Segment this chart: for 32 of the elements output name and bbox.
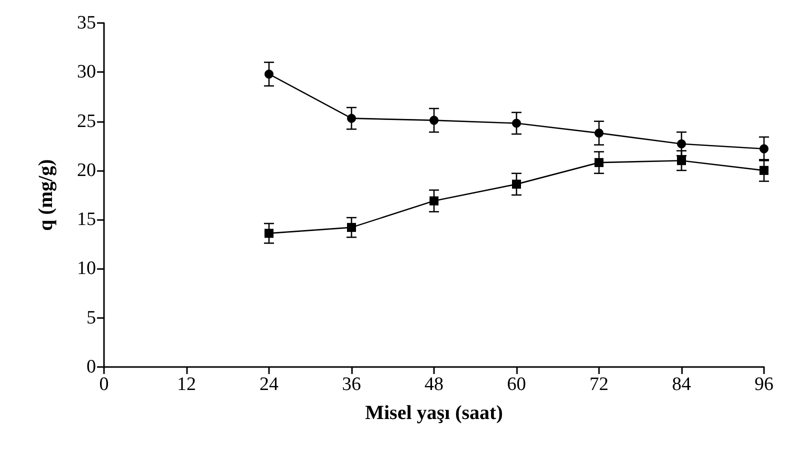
point [512,118,521,128]
point [264,70,274,79]
point [677,139,686,148]
point [347,222,356,232]
y-axis-title: q (mg/g) [35,159,57,231]
point [594,128,604,138]
point [347,114,356,123]
point [430,116,438,125]
y-tick-label: 10 [77,258,96,280]
point [594,158,604,168]
point [512,180,521,189]
point [760,166,768,175]
y-tick-label: 5 [86,307,96,328]
y-tick-label: 25 [77,110,96,132]
x-tick-label: 48 [424,374,444,395]
x-tick-label: 12 [177,374,196,395]
x-tick-label: 96 [754,374,774,395]
point [677,156,686,166]
x-tick-label: 36 [342,374,361,395]
x-tick-label: 72 [590,374,608,395]
y-tick-label: 15 [77,209,96,230]
x-tick-label: 84 [672,374,692,395]
point [264,228,274,238]
x-axis-title: Misel yaşı (saat) [365,402,503,424]
y-tick-label: 0 [86,356,96,378]
point [430,196,438,206]
y-tick-label: 20 [77,160,96,181]
x-tick-label: 60 [507,374,526,395]
y-tick-label: 30 [77,62,96,83]
point [760,144,768,154]
x-tick-label: 24 [260,374,279,395]
y-tick-label: 35 [77,12,96,34]
